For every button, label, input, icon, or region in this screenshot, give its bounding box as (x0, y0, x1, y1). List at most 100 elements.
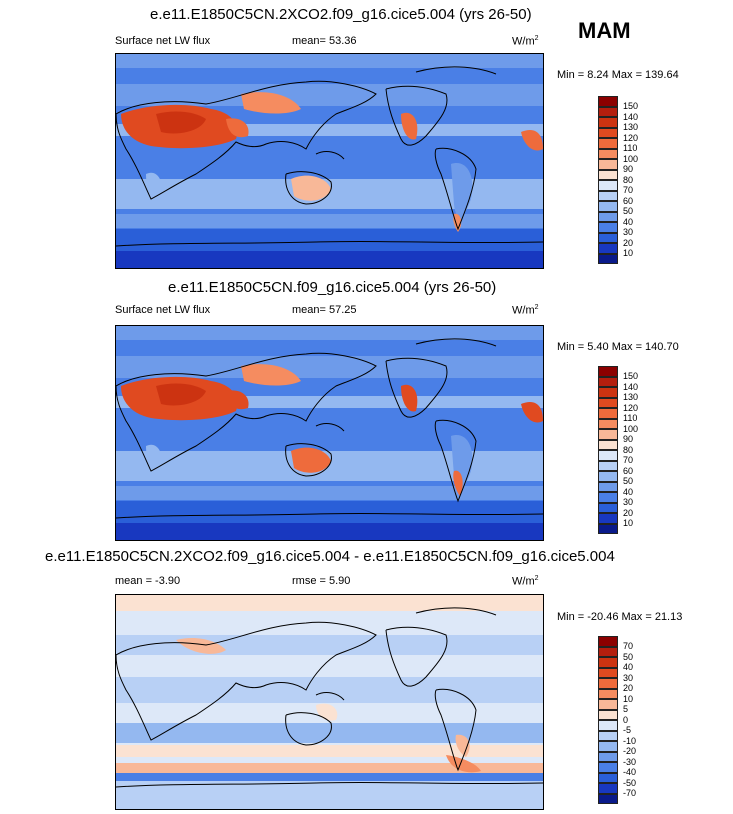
legend-tick: 150 (623, 101, 639, 111)
legend-tick: 110 (623, 143, 638, 153)
legend-swatch (598, 243, 618, 254)
legend-tick: 100 (623, 153, 639, 164)
panel1-map-canvas (116, 54, 543, 268)
legend-swatch (598, 201, 618, 212)
legend-tick: 120 (623, 402, 639, 413)
legend-swatch (598, 106, 618, 117)
panel3-mean: mean = -3.90 (115, 575, 181, 587)
legend-swatch (598, 657, 618, 668)
panel2-units: W/m2 (512, 304, 539, 317)
legend-tick: -20 (623, 746, 637, 756)
legend-tick: 40 (623, 486, 634, 497)
legend-tick: 20 (623, 237, 634, 248)
legend-swatch (598, 667, 618, 678)
panel3-rmse: rmse = 5.90 (292, 575, 351, 587)
panel3-units: W/m2 (512, 575, 539, 588)
legend-swatch (598, 709, 618, 720)
legend-swatch (598, 397, 618, 408)
legend-swatch (598, 232, 618, 243)
legend-swatch (598, 450, 618, 461)
panel1-units: W/m2 (512, 35, 539, 48)
legend-swatch (598, 376, 618, 387)
legend-swatch (598, 793, 618, 804)
legend-swatch (598, 730, 618, 741)
legend-tick: 100 (623, 423, 639, 434)
season-label: MAM (578, 18, 631, 43)
legend-tick: 0 (623, 714, 629, 725)
legend-tick: 90 (623, 164, 634, 174)
legend-tick: 30 (623, 672, 634, 683)
legend-tick: 60 (623, 195, 634, 206)
legend-swatch (598, 138, 618, 149)
legend-tick: -5 (623, 725, 632, 735)
legend-tick: 80 (623, 174, 634, 185)
legend-tick: 70 (623, 185, 634, 195)
panel3-minmax: Min = -20.46 Max = 21.13 (557, 611, 683, 623)
legend-tick: 30 (623, 227, 634, 237)
legend-tick: 90 (623, 434, 634, 444)
legend-tick: 80 (623, 444, 634, 455)
legend-swatch (598, 387, 618, 398)
legend-swatch (598, 772, 618, 783)
legend-tick: 140 (623, 381, 639, 392)
legend-tick: 20 (623, 683, 634, 693)
legend-swatch (598, 159, 618, 170)
panel1-mean: mean= 53.36 (292, 35, 357, 47)
legend-swatch (598, 418, 618, 429)
legend-swatch (598, 513, 618, 524)
legend-swatch (598, 180, 618, 191)
legend-tick: -10 (623, 735, 637, 746)
legend-swatch (598, 751, 618, 762)
panel1-title: e.e11.E1850C5CN.2XCO2.f09_g16.cice5.004 … (150, 6, 532, 23)
panel2-variable: Surface net LW flux (115, 304, 211, 316)
legend-tick: 5 (623, 704, 629, 714)
panel3-map (115, 594, 544, 810)
legend-tick: 40 (623, 216, 634, 227)
legend-swatch (598, 720, 618, 731)
legend-swatch (598, 460, 618, 471)
panel2-mean: mean= 57.25 (292, 304, 357, 316)
legend-swatch (598, 366, 618, 377)
legend-swatch (598, 253, 618, 264)
legend-tick: 150 (623, 371, 639, 381)
panel3-legend: 70 50 40 30 20 10 5 0 -5 -10 -20 -30 -40… (598, 636, 636, 804)
legend-swatch (598, 678, 618, 689)
legend-swatch (598, 211, 618, 222)
legend-swatch (598, 190, 618, 201)
legend-swatch (598, 762, 618, 773)
legend-swatch (598, 96, 618, 107)
panel2-legend: 150 140 130 120 110 100 90 80 70 60 50 4… (598, 366, 638, 534)
legend-swatch (598, 688, 618, 699)
panel3-title: e.e11.E1850C5CN.2XCO2.f09_g16.cice5.004 … (45, 548, 615, 565)
legend-tick: -40 (623, 767, 637, 777)
legend-tick: 40 (623, 662, 634, 672)
legend-tick: 50 (623, 476, 634, 486)
legend-swatch (598, 222, 618, 233)
legend-swatch (598, 699, 618, 710)
legend-swatch (598, 741, 618, 752)
panel3-map-canvas (116, 595, 543, 809)
legend-tick: 30 (623, 497, 634, 507)
legend-swatch (598, 471, 618, 482)
legend-swatch (598, 127, 618, 138)
panel2-map (115, 325, 544, 541)
legend-tick: 130 (623, 392, 639, 402)
legend-swatch (598, 148, 618, 159)
legend-tick: 110 (623, 413, 638, 423)
legend-swatch (598, 429, 618, 440)
legend-tick: -70 (623, 788, 637, 798)
legend-tick: 120 (623, 132, 639, 143)
legend-tick: 70 (623, 641, 634, 651)
panel2-map-canvas (116, 326, 543, 540)
legend-swatch (598, 117, 618, 128)
legend-swatch (598, 636, 618, 647)
panel1-map (115, 53, 544, 269)
legend-swatch (598, 481, 618, 492)
legend-swatch (598, 408, 618, 419)
legend-tick: 10 (623, 518, 634, 528)
legend-tick: 10 (623, 248, 634, 258)
panel1-variable: Surface net LW flux (115, 35, 211, 47)
legend-tick: 130 (623, 122, 639, 132)
legend-swatch (598, 502, 618, 513)
panel2-title: e.e11.E1850C5CN.f09_g16.cice5.004 (yrs 2… (168, 279, 497, 296)
